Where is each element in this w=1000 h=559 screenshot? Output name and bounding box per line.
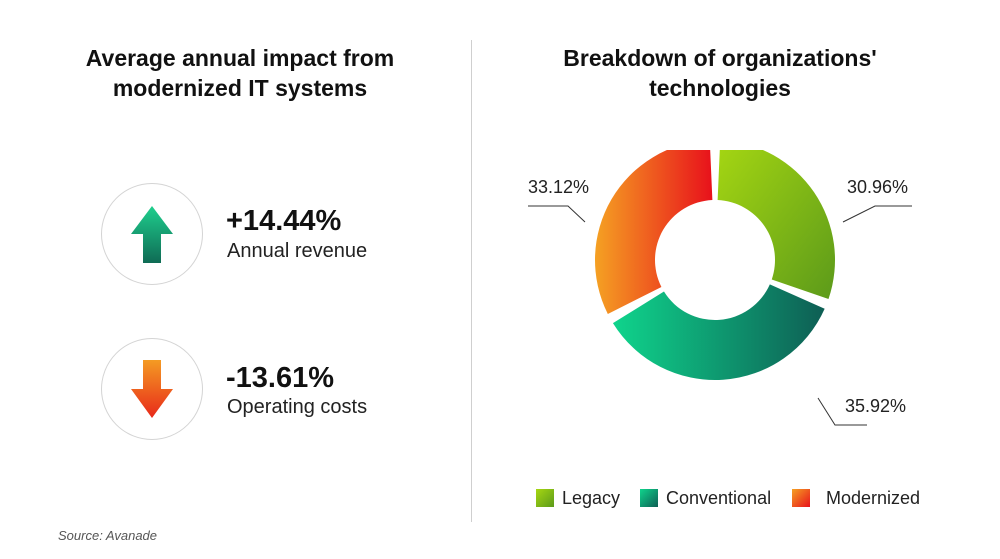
donut-slice-modernized: [595, 150, 713, 314]
revenue-label: Annual revenue: [227, 240, 368, 262]
data-label-conventional: 35.92%: [845, 396, 906, 416]
left-title-line1: Average annual impact from: [85, 45, 395, 71]
leader-line-modernized: [528, 205, 586, 223]
arrow-down-icon: [131, 360, 173, 418]
right-title-line1: Breakdown of organizations': [563, 45, 877, 71]
legend-label-legacy: Legacy: [562, 487, 621, 508]
legend-label-modernized: Modernized: [826, 487, 921, 508]
revenue-value: +14.44%: [226, 205, 342, 237]
legend-item-modernized: Modernized: [792, 487, 920, 509]
revenue-icon-circle: [101, 183, 203, 285]
data-label-modernized: 33.12%: [528, 177, 589, 197]
donut-slice-conventional: [612, 284, 825, 381]
panel-divider: [471, 40, 472, 522]
technology-donut-chart: 30.96% 35.92% 33.12%: [528, 150, 912, 426]
costs-icon-circle: [101, 338, 203, 440]
arrow-up-icon: [131, 206, 173, 263]
legend-swatch-legacy: [536, 489, 554, 507]
legend-item-conventional: Conventional: [640, 487, 771, 509]
legend-item-legacy: Legacy: [536, 487, 620, 509]
left-title-line2: modernized IT systems: [112, 75, 368, 101]
costs-value: -13.61%: [226, 362, 335, 394]
right-panel-title: Breakdown of organizations' technologies: [520, 43, 920, 103]
source-note: Source: Avanade: [58, 528, 158, 543]
right-title-line2: technologies: [649, 75, 791, 101]
left-panel-title: Average annual impact from modernized IT…: [40, 43, 440, 103]
legend-label-conventional: Conventional: [666, 487, 772, 508]
leader-line-legacy: [842, 205, 912, 223]
leader-line-conventional: [817, 397, 867, 426]
legend-swatch-modernized: [792, 489, 810, 507]
costs-label: Operating costs: [227, 396, 368, 418]
legend-swatch-conventional: [640, 489, 658, 507]
donut-slice-legacy: [717, 150, 835, 299]
data-label-legacy: 30.96%: [847, 177, 908, 197]
